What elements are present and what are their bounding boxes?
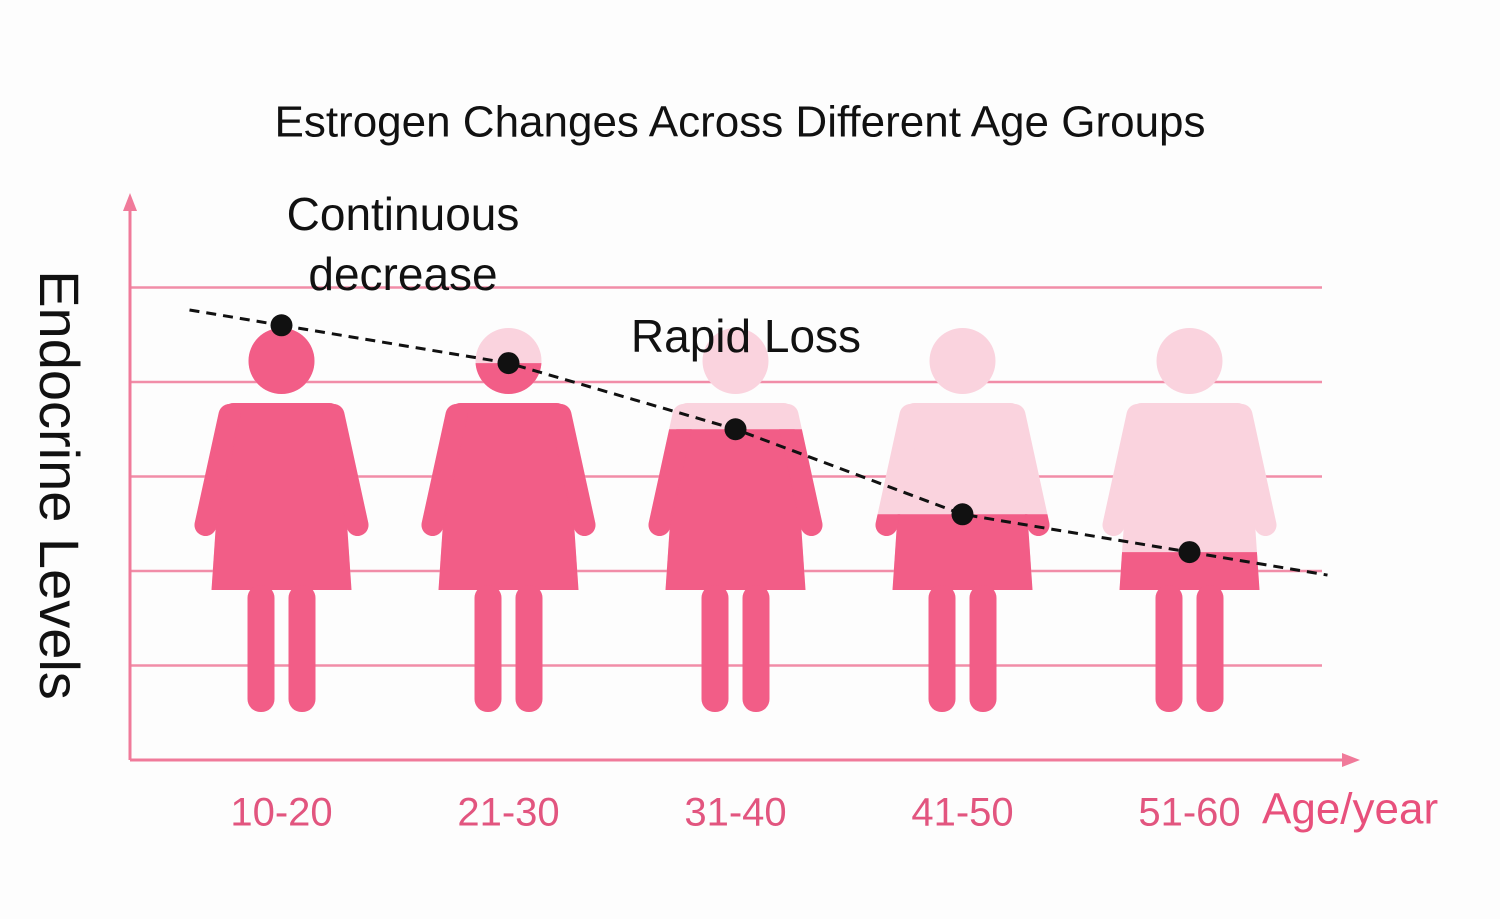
figure-leg: [515, 585, 543, 712]
figure-fill: [1119, 552, 1260, 712]
figure-leg: [474, 585, 502, 712]
figure-head: [475, 363, 542, 394]
point: [1178, 541, 1201, 564]
figure-dress: [211, 403, 352, 590]
figure-leg: [928, 585, 956, 712]
point: [951, 503, 974, 526]
figure-fill: [875, 514, 1050, 712]
figure-leg: [1155, 585, 1183, 712]
x-tick-label: 51-60: [1138, 791, 1240, 835]
y-axis-arrow: [123, 193, 137, 211]
figure-leg: [701, 585, 729, 712]
x-axis-arrow: [1342, 753, 1360, 767]
figure-leg: [247, 585, 275, 712]
figure-fill: [648, 429, 823, 712]
figure-head: [702, 328, 769, 394]
point: [724, 418, 747, 441]
figure-arm: [1102, 404, 1149, 536]
chart-title: Estrogen Changes Across Different Age Gr…: [274, 98, 1205, 147]
point: [497, 352, 520, 375]
figure-arm: [1230, 404, 1277, 536]
figure-fill: [194, 328, 369, 712]
trend-extension: [189, 308, 1328, 577]
figure-dress: [438, 403, 579, 590]
y-axis-label: Endocrine Levels: [28, 270, 91, 700]
figure-leg: [969, 585, 997, 712]
figure-dress: [892, 514, 1033, 590]
figure-arm: [194, 404, 241, 536]
figure-dress: [665, 429, 806, 590]
x-tick-label: 10-20: [230, 791, 332, 835]
figure-arm: [1003, 404, 1050, 536]
x-tick-label: 21-30: [457, 791, 559, 835]
figure-arm: [648, 429, 692, 536]
annotation: Rapid Loss: [631, 310, 861, 362]
x-tick-label: 31-40: [684, 791, 786, 835]
figure-head: [248, 328, 315, 394]
figure-arm: [549, 404, 596, 536]
figure-leg: [288, 585, 316, 712]
figure-dress: [1119, 403, 1260, 590]
figure-arm: [779, 429, 823, 536]
figure-leg: [1196, 585, 1224, 712]
figure-arm: [421, 404, 468, 536]
figure-arm: [322, 404, 369, 536]
x-tick-label: 41-50: [911, 791, 1013, 835]
figure-dress: [1119, 552, 1260, 590]
figure-fill: [421, 363, 596, 712]
figure-head: [1156, 328, 1223, 394]
figure-leg: [742, 585, 770, 712]
annotation: Continuous: [287, 188, 520, 240]
figure-head: [929, 328, 996, 394]
x-axis-label: Age/year: [1262, 785, 1438, 834]
point: [270, 314, 293, 337]
annotation: decrease: [308, 248, 497, 300]
figure-arm: [875, 404, 922, 536]
